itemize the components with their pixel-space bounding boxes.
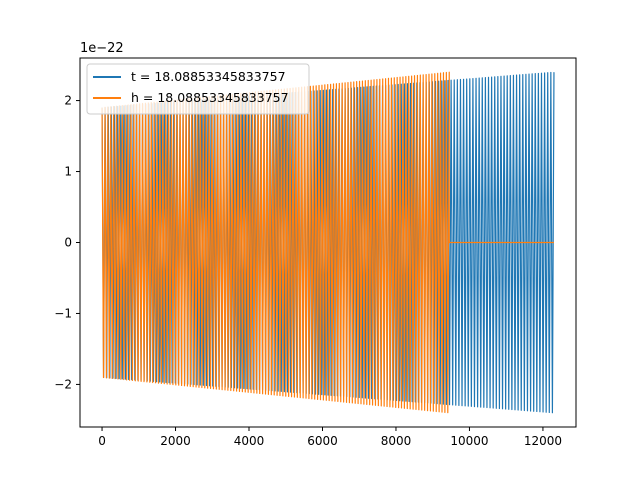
- x-tick-label: 10000: [450, 434, 488, 448]
- x-axis-ticks: 0 2000 4000 6000 8000 10000 12000: [98, 427, 562, 448]
- x-tick-label: 2000: [160, 434, 191, 448]
- x-tick-label: 6000: [307, 434, 338, 448]
- y-tick-label: 2: [64, 94, 72, 108]
- x-tick-label: 12000: [524, 434, 562, 448]
- legend-label-t: t = 18.08853345833757: [131, 69, 286, 84]
- series-layer: [101, 71, 555, 414]
- legend-box: [86, 63, 310, 115]
- series-line-h: [101, 71, 554, 414]
- x-tick-label: 0: [98, 434, 106, 448]
- legend-label-h: h = 18.08853345833757: [131, 90, 289, 105]
- legend: t = 18.08853345833757 h = 18.08853345833…: [86, 63, 310, 115]
- y-tick-label: 1: [64, 165, 72, 179]
- y-axis-offset-label: 1e−22: [80, 41, 124, 56]
- x-tick-label: 4000: [234, 434, 265, 448]
- y-tick-label: 0: [64, 236, 72, 250]
- x-tick-label: 8000: [381, 434, 412, 448]
- y-tick-label: −1: [54, 306, 72, 320]
- y-tick-label: −2: [54, 377, 72, 391]
- y-axis-ticks: −2 −1 0 1 2: [54, 94, 80, 391]
